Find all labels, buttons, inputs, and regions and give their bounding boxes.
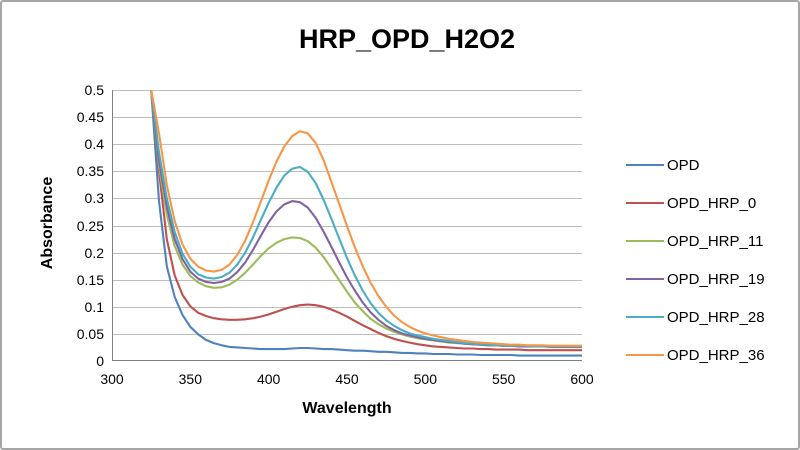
legend-label: OPD_HRP_36	[667, 346, 765, 364]
series-line-OPD_HRP_36	[150, 90, 582, 347]
legend-item-OPD_HRP_11: OPD_HRP_11	[626, 222, 765, 260]
y-tick-label: 0	[96, 353, 104, 369]
legend-line-marker	[626, 316, 664, 318]
x-axis-title: Wavelength	[302, 400, 392, 417]
y-tick-label: 0.35	[76, 163, 104, 180]
legend-item-OPD_HRP_36: OPD_HRP_36	[626, 336, 765, 374]
x-tick-label: 450	[335, 371, 359, 387]
x-tick-label: 350	[178, 371, 202, 387]
chart-title: HRP_OPD_H2O2	[298, 24, 516, 54]
legend-line-marker	[626, 240, 664, 242]
legend-item-OPD_HRP_0: OPD_HRP_0	[626, 184, 765, 222]
series-line-OPD	[150, 90, 582, 357]
legend-item-OPD_HRP_28: OPD_HRP_28	[626, 298, 765, 336]
legend-label: OPD	[667, 156, 700, 174]
y-tick-label: 0.3	[84, 190, 104, 207]
y-tick-label: 0.1	[84, 298, 104, 315]
legend-item-OPD: OPD	[626, 146, 765, 184]
x-tick-label: 550	[491, 371, 516, 387]
legend-line-marker	[626, 354, 664, 356]
legend: OPD OPD_HRP_0 OPD_HRP_11 OPD_HRP_19 OPD_HRP_…	[626, 146, 765, 374]
plot-area	[112, 90, 582, 361]
y-tick-label: 0.05	[76, 325, 104, 342]
legend-label: OPD_HRP_19	[667, 270, 765, 288]
x-tick-label: 600	[570, 371, 594, 387]
series-line-OPD_HRP_19	[150, 90, 582, 348]
x-tick-label: 500	[413, 371, 437, 387]
legend-line-marker	[626, 164, 664, 166]
y-tick-label: 0.5	[84, 82, 104, 98]
y-tick-label: 0.15	[76, 271, 104, 288]
x-tick-label: 400	[256, 371, 281, 387]
legend-line-marker	[626, 202, 664, 204]
legend-line-marker	[626, 278, 664, 280]
y-tick-label: 0.4	[84, 136, 104, 153]
x-tick-label: 300	[100, 371, 124, 387]
legend-item-OPD_HRP_19: OPD_HRP_19	[626, 260, 765, 298]
legend-label: OPD_HRP_11	[667, 232, 764, 250]
legend-label: OPD_HRP_0	[667, 194, 757, 212]
series-line-OPD_HRP_28	[150, 90, 582, 348]
y-tick-label: 0.45	[76, 109, 104, 126]
series-line-OPD_HRP_0	[150, 90, 582, 352]
y-tick-label: 0.25	[76, 217, 104, 234]
legend-label: OPD_HRP_28	[667, 308, 765, 326]
y-tick-label: 0.2	[84, 244, 104, 261]
